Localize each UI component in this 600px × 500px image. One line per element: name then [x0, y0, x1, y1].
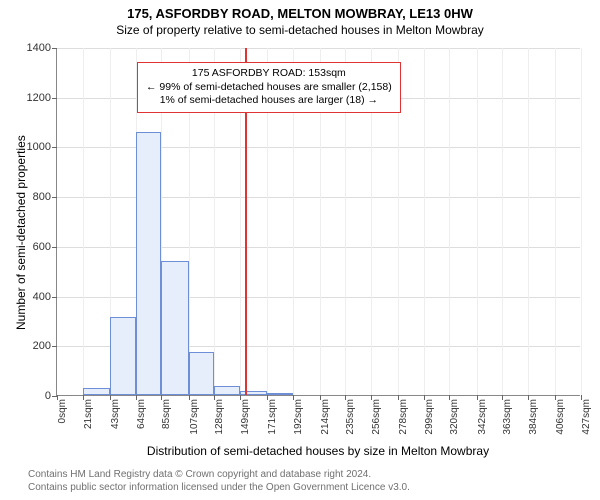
callout-box: 175 ASFORDBY ROAD: 153sqm← 99% of semi-d… [137, 62, 401, 113]
histogram-bar [136, 132, 162, 395]
plot-area: 02004006008001000120014000sqm21sqm43sqm6… [56, 48, 580, 396]
histogram-bar [214, 386, 240, 395]
ytick-label: 600 [33, 241, 57, 253]
xtick-label: 427sqm [581, 399, 592, 459]
histogram-bar [83, 388, 110, 395]
grid-vertical [555, 48, 556, 395]
grid-vertical [83, 48, 84, 395]
histogram-bar [110, 317, 136, 395]
x-axis-label: Distribution of semi-detached houses by … [56, 444, 580, 458]
footer-line-2: Contains public sector information licen… [28, 481, 410, 494]
ytick-label: 1400 [27, 42, 57, 54]
grid-vertical [477, 48, 478, 395]
ytick-label: 1200 [27, 92, 57, 104]
callout-line: ← 99% of semi-detached houses are smalle… [146, 81, 392, 95]
chart-title: 175, ASFORDBY ROAD, MELTON MOWBRAY, LE13… [0, 0, 600, 21]
chart-container: 175, ASFORDBY ROAD, MELTON MOWBRAY, LE13… [0, 0, 600, 500]
histogram-bar [267, 393, 293, 395]
histogram-bar [161, 261, 188, 395]
histogram-bar [189, 352, 215, 396]
ytick-label: 200 [33, 340, 57, 352]
grid-vertical [581, 48, 582, 395]
grid-vertical [449, 48, 450, 395]
ytick-label: 0 [45, 390, 57, 402]
chart-subtitle: Size of property relative to semi-detach… [0, 21, 600, 37]
callout-line: 175 ASFORDBY ROAD: 153sqm [146, 67, 392, 81]
grid-vertical [502, 48, 503, 395]
ytick-label: 1000 [27, 141, 57, 153]
footer-line-1: Contains HM Land Registry data © Crown c… [28, 468, 410, 481]
ytick-label: 800 [33, 191, 57, 203]
grid-vertical [424, 48, 425, 395]
attribution-footer: Contains HM Land Registry data © Crown c… [28, 468, 410, 494]
y-axis-label: Number of semi-detached properties [14, 135, 28, 330]
ytick-label: 400 [33, 291, 57, 303]
grid-vertical [528, 48, 529, 395]
callout-line: 1% of semi-detached houses are larger (1… [146, 94, 392, 108]
